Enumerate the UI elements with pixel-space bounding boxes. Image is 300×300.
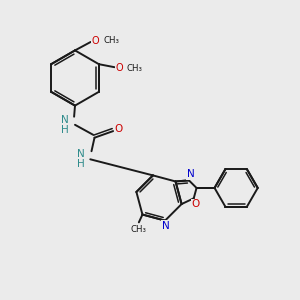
Text: CH₃: CH₃ bbox=[131, 225, 147, 234]
Text: O: O bbox=[114, 124, 123, 134]
Text: N: N bbox=[77, 149, 85, 159]
Text: N: N bbox=[187, 169, 194, 179]
Text: O: O bbox=[91, 36, 99, 46]
Text: N: N bbox=[61, 115, 69, 125]
Text: CH₃: CH₃ bbox=[127, 64, 143, 73]
Text: H: H bbox=[77, 159, 85, 169]
Text: CH₃: CH₃ bbox=[103, 36, 119, 45]
Text: O: O bbox=[115, 63, 123, 74]
Text: H: H bbox=[61, 124, 69, 135]
Text: N: N bbox=[162, 221, 170, 231]
Text: O: O bbox=[191, 199, 200, 209]
